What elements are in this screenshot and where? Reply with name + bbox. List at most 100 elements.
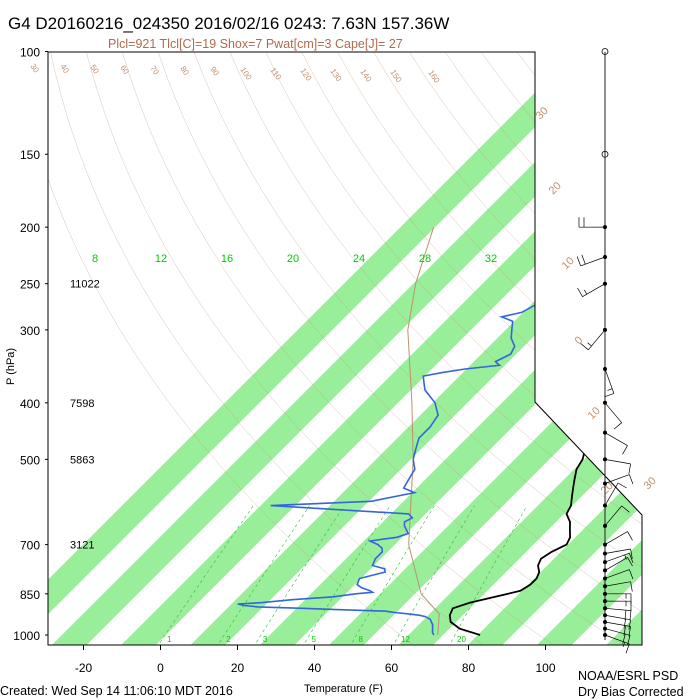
plot-frame bbox=[47, 51, 643, 646]
isotherm-label: 16 bbox=[221, 253, 233, 265]
wind-barb bbox=[604, 548, 633, 559]
wind-barb bbox=[604, 368, 615, 398]
pressure-tick-label: 200 bbox=[20, 221, 40, 235]
wind-barb bbox=[578, 217, 606, 228]
dry-adiabat bbox=[157, 52, 642, 645]
dry-adiabat bbox=[85, 52, 558, 645]
credit-label: NOAA/ESRL PSD bbox=[578, 669, 678, 683]
isotherm-band bbox=[603, 52, 642, 645]
temperature-axis: -20 0 20 40 60 80 100 bbox=[75, 645, 556, 675]
theta-e-label: 30 bbox=[642, 475, 659, 492]
wind-barb-station bbox=[603, 542, 608, 547]
height-label: 5863 bbox=[70, 454, 94, 466]
chart-subtitle: Plcl=921 Tlcl[C]=19 Shox=7 Pwat[cm]=3 Ca… bbox=[108, 37, 403, 51]
theta-label: 100 bbox=[238, 65, 253, 82]
wind-barb bbox=[604, 628, 631, 646]
temperature-tick-label: 40 bbox=[308, 661, 322, 675]
temperature-trace bbox=[448, 192, 642, 636]
theta-label: 110 bbox=[268, 66, 283, 82]
height-label: 11022 bbox=[70, 279, 100, 291]
temperature-tick-label: 80 bbox=[462, 661, 476, 675]
pressure-axis: 100 150 200 250 300 400 500 700 850 1000 bbox=[13, 46, 48, 643]
mixing-ratio-lines bbox=[156, 505, 528, 645]
isotherm-band bbox=[118, 52, 642, 645]
wind-barb bbox=[604, 621, 631, 637]
wind-barb bbox=[604, 569, 634, 580]
dry-adiabat bbox=[229, 52, 642, 645]
y-axis-label: P (hPa) bbox=[5, 348, 17, 385]
theta-e-label: 0 bbox=[573, 334, 586, 347]
isotherm-label: 12 bbox=[155, 253, 167, 265]
mixing-ratio-label: 5 bbox=[311, 635, 316, 644]
pressure-tick-label: 150 bbox=[20, 148, 40, 162]
wind-barb bbox=[577, 283, 606, 298]
pressure-tick-label: 1000 bbox=[13, 629, 40, 643]
chart-title: G4 D20160216_024350 2016/02/16 0243: 7.6… bbox=[8, 14, 449, 33]
wind-barb-station bbox=[603, 568, 608, 573]
height-label: 7598 bbox=[70, 398, 94, 410]
created-label: Created: Wed Sep 14 11:06:10 MDT 2016 bbox=[0, 684, 233, 698]
theta-label: 160 bbox=[426, 68, 441, 85]
pressure-tick-label: 100 bbox=[20, 46, 40, 60]
theta-e-label: 10 bbox=[560, 255, 577, 272]
isotherm-label: 28 bbox=[419, 253, 431, 265]
wind-barb bbox=[604, 607, 632, 621]
wind-barb bbox=[576, 254, 606, 267]
theta-label: 80 bbox=[178, 64, 191, 77]
dry-adiabat bbox=[265, 52, 642, 645]
dry-adiabat bbox=[337, 52, 642, 645]
temperature-tick-label: 60 bbox=[385, 661, 399, 675]
isotherm-label: 24 bbox=[353, 253, 365, 265]
dry-adiabat bbox=[193, 52, 642, 645]
dry-adiabat bbox=[516, 52, 642, 645]
height-label: 3121 bbox=[70, 540, 94, 552]
mixing-ratio-label: 1 bbox=[167, 635, 172, 644]
mixing-ratio-label: 12 bbox=[401, 635, 410, 644]
theta-label: 30 bbox=[28, 62, 41, 75]
theta-e-label: 10 bbox=[586, 405, 603, 422]
wind-barb bbox=[604, 614, 631, 630]
wind-barb bbox=[604, 593, 632, 604]
theta-e-label: 20 bbox=[547, 180, 564, 197]
mixing-ratio-label: 8 bbox=[359, 635, 364, 644]
pressure-tick-label: 300 bbox=[20, 324, 40, 338]
isotherm-band bbox=[49, 52, 642, 645]
temperature-tick-label: 20 bbox=[231, 661, 245, 675]
temperature-tick-label: -20 bbox=[75, 661, 93, 675]
isotherm-label: 20 bbox=[287, 253, 299, 265]
wind-barb bbox=[604, 505, 630, 527]
isotherm-label: 32 bbox=[485, 253, 497, 265]
x-axis-label: Temperature (F) bbox=[304, 683, 383, 695]
isotherm-band bbox=[326, 52, 642, 645]
isotherm-label: 8 bbox=[92, 253, 98, 265]
theta-label: 70 bbox=[148, 64, 161, 77]
isotherm-band bbox=[188, 52, 642, 645]
wind-barb-station bbox=[601, 48, 609, 55]
temperature-tick-label: 100 bbox=[535, 661, 555, 675]
dry-adiabat bbox=[121, 52, 628, 645]
wind-barb-station bbox=[601, 150, 609, 158]
mixing-ratio-label: 20 bbox=[457, 635, 466, 644]
mixing-ratio-line bbox=[448, 505, 528, 645]
mixing-ratio-line bbox=[252, 505, 345, 645]
isotherm-band bbox=[396, 52, 642, 645]
pressure-tick-label: 500 bbox=[20, 453, 40, 467]
wind-barb bbox=[604, 432, 628, 455]
pressure-tick-label: 250 bbox=[20, 278, 40, 292]
theta-label: 150 bbox=[388, 68, 403, 85]
mixing-ratio-line bbox=[215, 505, 310, 645]
mixing-ratio-label: 3 bbox=[263, 635, 268, 644]
theta-label: 50 bbox=[88, 63, 101, 76]
sounding-traces bbox=[237, 192, 642, 636]
dry-adiabat bbox=[408, 52, 642, 645]
mixing-ratio-label: 2 bbox=[226, 635, 231, 644]
pressure-tick-label: 400 bbox=[20, 397, 40, 411]
dry-adiabat bbox=[301, 52, 642, 645]
pressure-tick-label: 700 bbox=[20, 539, 40, 553]
wind-barb bbox=[604, 557, 633, 571]
theta-e-label: 30 bbox=[534, 105, 551, 122]
wind-barbs bbox=[576, 48, 634, 654]
wind-barb bbox=[580, 329, 606, 351]
wind-barb bbox=[604, 459, 631, 474]
